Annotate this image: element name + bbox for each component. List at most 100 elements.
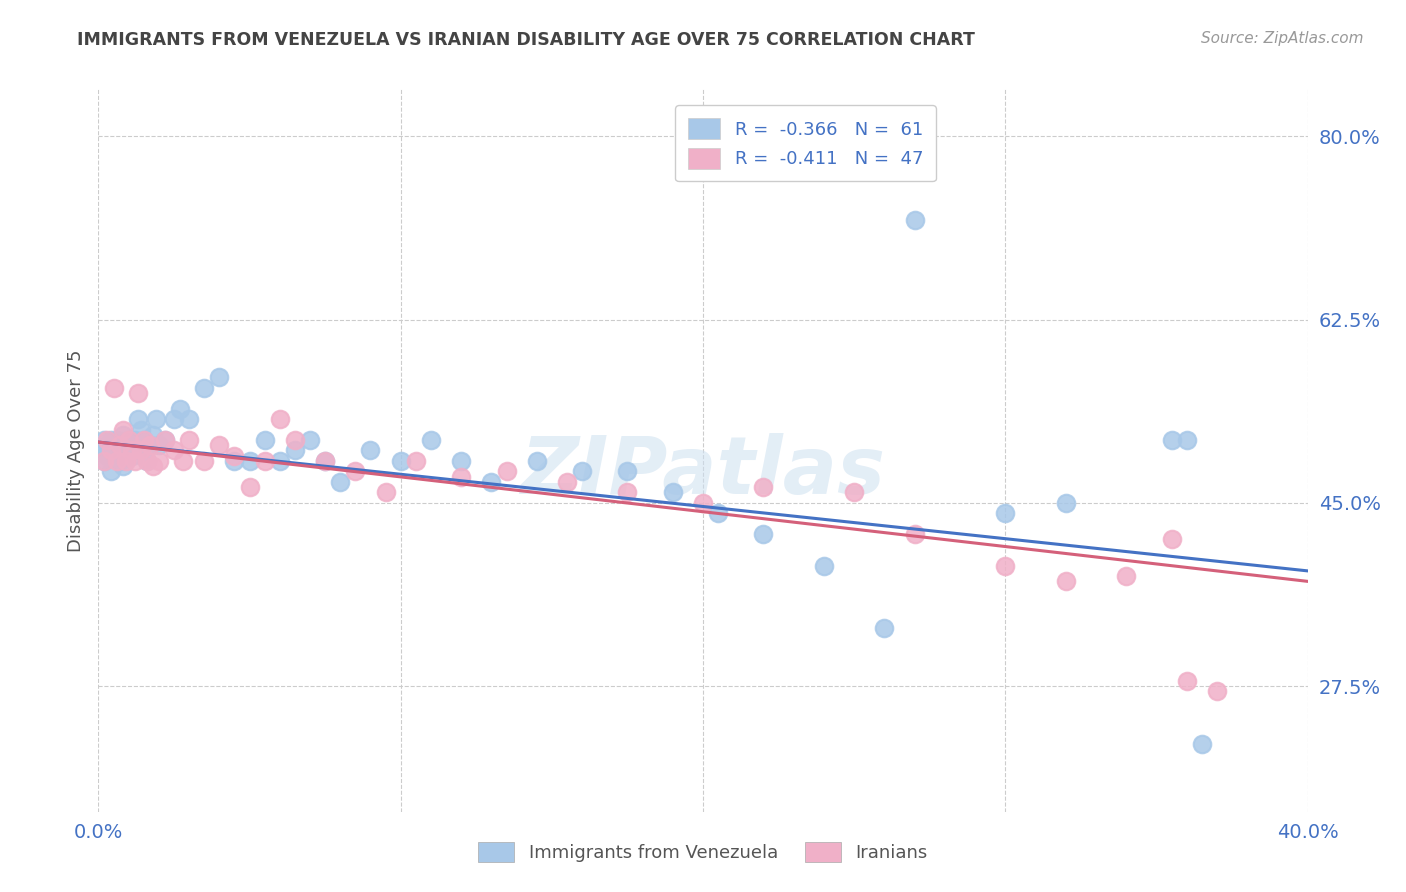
Point <box>284 443 307 458</box>
Point <box>526 454 548 468</box>
Text: ZIPatlas: ZIPatlas <box>520 434 886 511</box>
Point <box>163 443 186 458</box>
Point <box>555 475 578 489</box>
Point <box>103 449 125 463</box>
Point <box>420 433 443 447</box>
Point <box>450 469 472 483</box>
Point <box>100 464 122 478</box>
Point <box>93 454 115 468</box>
Point <box>179 412 201 426</box>
Point <box>707 506 730 520</box>
Point <box>752 480 775 494</box>
Point <box>752 527 775 541</box>
Point <box>239 480 262 494</box>
Point <box>193 454 215 468</box>
Point <box>103 438 125 452</box>
Point <box>132 433 155 447</box>
Point <box>93 433 115 447</box>
Point <box>844 485 866 500</box>
Point <box>139 438 162 452</box>
Point <box>1054 574 1077 589</box>
Text: Source: ZipAtlas.com: Source: ZipAtlas.com <box>1201 31 1364 46</box>
Point <box>127 412 149 426</box>
Point <box>93 454 115 468</box>
Point <box>450 454 472 468</box>
Point <box>114 443 136 458</box>
Point <box>132 433 155 447</box>
Point <box>100 443 122 458</box>
Point <box>111 423 134 437</box>
Point <box>145 412 167 426</box>
Point <box>108 438 131 452</box>
Point <box>616 485 638 500</box>
Point <box>153 433 176 447</box>
Point <box>153 433 176 447</box>
Point <box>105 433 128 447</box>
Point <box>994 558 1017 573</box>
Point <box>135 454 157 468</box>
Point <box>179 433 201 447</box>
Point <box>142 427 165 442</box>
Point <box>224 454 246 468</box>
Point <box>172 454 194 468</box>
Point <box>299 433 322 447</box>
Point <box>96 449 118 463</box>
Point <box>105 454 128 468</box>
Point <box>873 622 896 636</box>
Point <box>405 454 427 468</box>
Point <box>148 438 170 452</box>
Point <box>121 449 143 463</box>
Point <box>904 527 927 541</box>
Point <box>571 464 593 478</box>
Point <box>374 485 396 500</box>
Point <box>124 454 146 468</box>
Point <box>208 370 231 384</box>
Point <box>994 506 1017 520</box>
Point <box>904 213 927 227</box>
Point <box>142 459 165 474</box>
Point <box>314 454 336 468</box>
Point <box>344 464 367 478</box>
Point <box>329 475 352 489</box>
Point <box>813 558 835 573</box>
Point <box>1175 673 1198 688</box>
Point <box>1054 496 1077 510</box>
Point <box>96 438 118 452</box>
Point <box>118 433 141 447</box>
Point <box>135 454 157 468</box>
Point <box>127 385 149 400</box>
Point <box>1206 684 1229 698</box>
Point <box>692 496 714 510</box>
Point <box>124 433 146 447</box>
Point <box>114 454 136 468</box>
Point <box>111 427 134 442</box>
Point <box>239 454 262 468</box>
Point <box>118 438 141 452</box>
Text: IMMIGRANTS FROM VENEZUELA VS IRANIAN DISABILITY AGE OVER 75 CORRELATION CHART: IMMIGRANTS FROM VENEZUELA VS IRANIAN DIS… <box>77 31 976 49</box>
Point <box>121 443 143 458</box>
Point <box>111 459 134 474</box>
Point <box>253 433 276 447</box>
Point <box>208 438 231 452</box>
Point <box>139 438 162 452</box>
Point <box>129 443 152 458</box>
Point <box>284 433 307 447</box>
Point <box>148 454 170 468</box>
Point <box>269 412 291 426</box>
Point <box>96 433 118 447</box>
Point <box>108 438 131 452</box>
Point <box>100 433 122 447</box>
Point <box>224 449 246 463</box>
Point <box>1115 569 1137 583</box>
Legend: Immigrants from Venezuela, Iranians: Immigrants from Venezuela, Iranians <box>471 834 935 870</box>
Point <box>105 443 128 458</box>
Point <box>1175 433 1198 447</box>
Point <box>481 475 503 489</box>
Point <box>253 454 276 468</box>
Point <box>495 464 517 478</box>
Point <box>661 485 683 500</box>
Y-axis label: Disability Age Over 75: Disability Age Over 75 <box>66 349 84 552</box>
Point <box>1160 533 1182 547</box>
Point <box>129 423 152 437</box>
Point <box>269 454 291 468</box>
